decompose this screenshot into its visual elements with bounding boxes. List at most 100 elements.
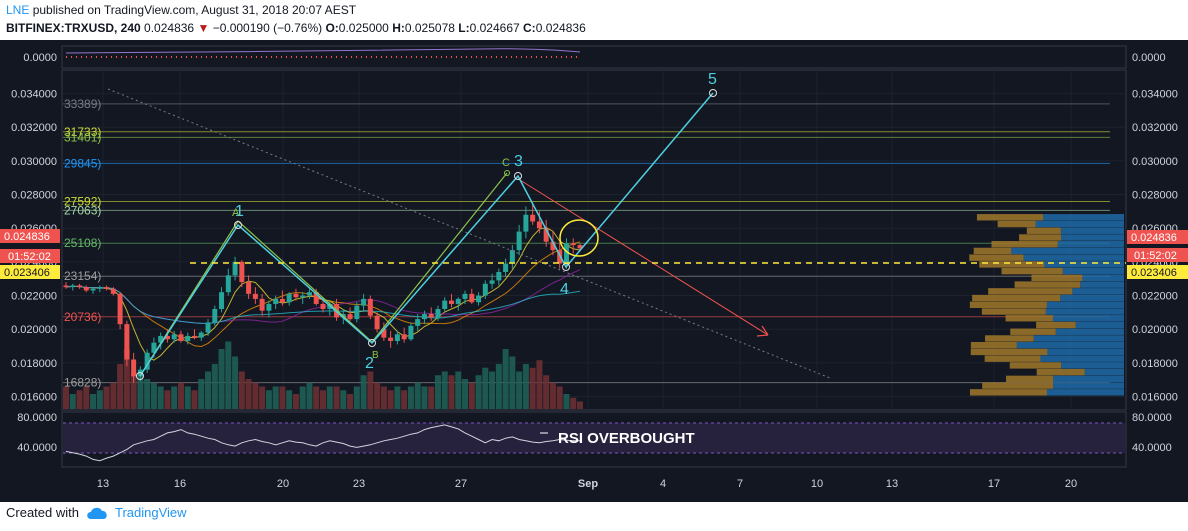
- wave-label: 3: [514, 153, 523, 170]
- candle-body: [320, 303, 326, 310]
- volume-bar: [211, 364, 218, 409]
- top-indicator-line: [65, 48, 581, 54]
- rsi-axis: 80.0000 40.0000 80.0000 40.0000: [17, 412, 1172, 454]
- volume-bar: [333, 386, 340, 409]
- volume-bar: [123, 349, 130, 409]
- candle-body: [252, 293, 258, 299]
- level-tag-text: 0.023406: [1131, 267, 1177, 279]
- volume-profile-bar: [982, 382, 1054, 389]
- rsi-tick: 80.0000: [17, 412, 57, 424]
- y-tick-label: 0.020000: [1132, 324, 1178, 336]
- volume-profile-bar: [1080, 281, 1124, 288]
- y-tick-label: 0.030000: [11, 156, 57, 168]
- volume-bar: [191, 390, 198, 409]
- y-tick-label: 0.032000: [11, 122, 57, 134]
- volume-bar: [570, 397, 577, 409]
- level-tag-text: 0.023406: [4, 267, 50, 279]
- volume-bar: [292, 394, 299, 409]
- x-tick-label: 7: [737, 478, 743, 490]
- volume-bar: [184, 386, 191, 409]
- candle-body: [482, 283, 488, 296]
- candle-body: [164, 335, 170, 340]
- candle-body: [124, 324, 130, 360]
- candle-body: [503, 263, 509, 272]
- volume-profile-bar: [988, 288, 1073, 295]
- volume-bar: [110, 382, 117, 409]
- x-tick-label: 17: [988, 478, 1000, 490]
- volume-profile-bar: [969, 301, 1047, 309]
- symbol-line: BITFINEX:TRXUSD, 240 0.024836 ▼ −0.00019…: [6, 21, 586, 35]
- volume-bar: [374, 382, 381, 409]
- volume-bar: [482, 367, 489, 409]
- publisher-name[interactable]: LNE: [6, 3, 30, 17]
- candle-body: [83, 287, 89, 291]
- candle-body: [536, 221, 542, 229]
- candle-body: [489, 280, 495, 284]
- countdown-tag-text: 01:52:02: [8, 251, 51, 263]
- candle-body: [394, 334, 400, 341]
- last-price-tag-text: 0.024836: [4, 231, 50, 243]
- y-tick-label: 0.016000: [1132, 392, 1178, 404]
- abc-wave-line: [139, 172, 508, 377]
- countdown-tag-right: [1127, 248, 1188, 262]
- high-value: 0.025078: [404, 21, 455, 35]
- fib-label: 31401): [64, 130, 101, 144]
- y-tick-label: 0.022000: [11, 291, 57, 303]
- x-axis[interactable]: 13 16 20 23 27 Sep 4 7 10 13 17 20: [97, 478, 1077, 490]
- last-price-tag-text: 0.024836: [1131, 232, 1177, 244]
- volume-bar: [232, 356, 239, 409]
- wave-label: 4: [560, 281, 569, 298]
- candle-body: [63, 285, 69, 288]
- tradingview-brand-link[interactable]: TradingView: [114, 505, 187, 520]
- rsi-annotation: RSI OVERBOUGHT: [558, 430, 695, 447]
- rsi-tick: 40.0000: [17, 442, 57, 454]
- candle-body: [151, 342, 157, 353]
- candle-body: [496, 271, 502, 281]
- volume-bar: [279, 386, 286, 409]
- candle-body: [198, 332, 204, 338]
- last-price-tag-right: [1127, 230, 1188, 244]
- candle-body: [144, 352, 150, 370]
- price-chart[interactable]: 33389)31733)31401)29845)27592)27063)2510…: [0, 40, 1188, 502]
- drawing-tools[interactable]: [107, 88, 1126, 380]
- y-axis-right[interactable]: 0.0340000.0320000.0300000.0280000.026000…: [1132, 89, 1178, 404]
- x-tick-label: 23: [353, 478, 365, 490]
- volume-profile-bar: [1023, 254, 1124, 261]
- candle-body: [192, 335, 197, 338]
- volume-bar: [394, 386, 401, 409]
- y-tick-label: 0.018000: [1132, 358, 1178, 370]
- volume-bar: [353, 386, 360, 409]
- candle-body: [428, 314, 434, 318]
- volume-profile-bar: [1036, 321, 1076, 329]
- price-tags: 0.024836 01:52:02 0.023406 0.024836 01:5…: [0, 229, 1188, 279]
- rsi-band: [63, 423, 1125, 453]
- candle-body: [388, 337, 394, 341]
- volume-profile-bar: [985, 335, 1034, 342]
- candle-body: [239, 261, 245, 283]
- volume-bar: [502, 349, 509, 409]
- x-tick-label: 4: [660, 478, 666, 490]
- wave-point: [514, 172, 522, 180]
- volume-profile-bar: [1031, 274, 1083, 282]
- price-change: −0.000190 (−0.76%): [212, 21, 323, 35]
- x-tick-label: 13: [97, 478, 109, 490]
- candle-body: [158, 335, 164, 343]
- x-tick-label: 27: [455, 478, 467, 490]
- candle-body: [577, 245, 583, 249]
- candle-body: [273, 298, 279, 304]
- volume-profile-bar: [997, 220, 1036, 228]
- volume-bar: [218, 349, 225, 409]
- candle-body: [516, 231, 522, 251]
- volume-profile-bar: [1052, 315, 1124, 322]
- volume-bar: [238, 371, 245, 409]
- volume-bar: [103, 386, 110, 409]
- abc-label: B: [372, 350, 379, 361]
- candle-body: [104, 287, 110, 289]
- volume-bar: [326, 386, 333, 409]
- candle-body: [570, 243, 576, 246]
- volume-profile-bar: [1035, 220, 1124, 228]
- fib-label: 20736): [64, 310, 101, 324]
- volume-bar: [577, 401, 583, 409]
- volume-profile-bar: [1046, 301, 1124, 309]
- rsi-band-top: [63, 422, 1125, 454]
